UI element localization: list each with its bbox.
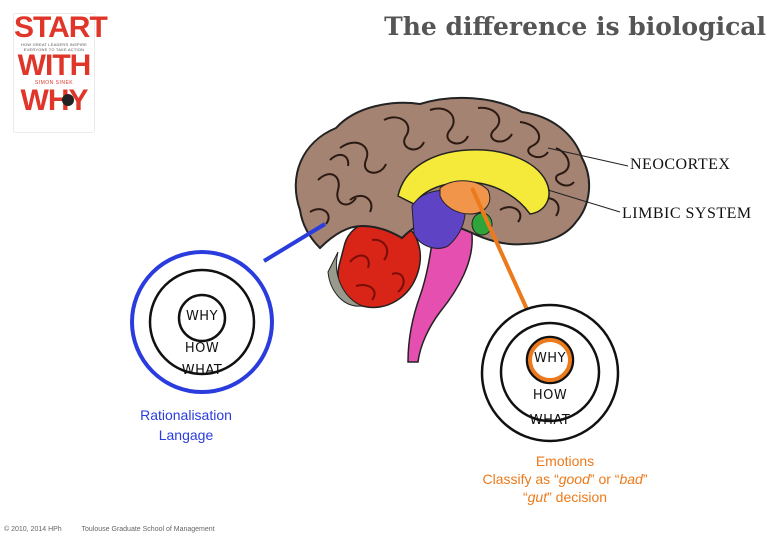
- limbic-system-label: LIMBIC SYSTEM: [622, 205, 752, 222]
- book-author: SIMON SINEK: [34, 80, 74, 86]
- neocortex-label: NEOCORTEX: [630, 156, 731, 173]
- brainstem-shape: [407, 204, 473, 363]
- book-title-line3: WHY: [14, 84, 94, 117]
- left-what-label: WHAT: [181, 363, 223, 378]
- left-why-label: WHY: [185, 309, 219, 324]
- emotions-caption: Emotions Classify as “good” or “bad” “gu…: [440, 452, 690, 506]
- book-title-line2: WITH: [17, 49, 92, 82]
- book-subtitle: HOW GREAT LEADERS INSPIRE EVERYONE TO TA…: [20, 42, 88, 52]
- caption-rationalisation: Rationalisation: [140, 407, 232, 423]
- book-title-why: WHY: [20, 84, 89, 117]
- book-badge-icon: [62, 94, 74, 106]
- left-how-label: HOW: [184, 341, 220, 356]
- caption-langage: Langage: [158, 427, 214, 443]
- slide-footer: © 2010, 2014 HPh Toulouse Graduate Schoo…: [4, 526, 233, 533]
- right-target-circles: [480, 303, 620, 443]
- right-what-label: WHAT: [529, 413, 571, 428]
- book-cover: START HOW GREAT LEADERS INSPIRE EVERYONE…: [14, 11, 108, 132]
- footer-institution: Toulouse Graduate School of Management: [81, 526, 215, 533]
- left-target-circles: [130, 250, 274, 394]
- slide-title: The difference is biological: [384, 12, 766, 41]
- book-title-line1: START: [14, 11, 108, 44]
- caption-classify: Classify as “good” or “bad”: [482, 471, 648, 487]
- right-how-label: HOW: [532, 388, 568, 403]
- footer-copyright: © 2010, 2014 HPh: [4, 526, 62, 533]
- rationalisation-caption: Rationalisation Langage: [124, 405, 248, 445]
- right-why-label: WHY: [533, 351, 567, 366]
- caption-emotions: Emotions: [535, 453, 595, 469]
- thalamus-shape: [439, 180, 491, 215]
- caption-gut-decision: “gut” decision: [522, 489, 608, 505]
